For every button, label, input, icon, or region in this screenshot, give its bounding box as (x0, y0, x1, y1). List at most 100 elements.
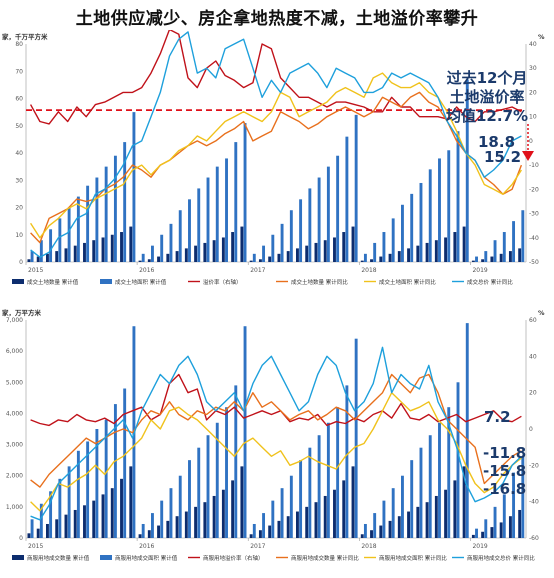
bar-1-36 (363, 523, 367, 538)
bar-0-29 (296, 511, 299, 538)
bar-1-28 (289, 475, 293, 538)
bar-1-5 (76, 450, 80, 538)
bar-1-16 (178, 475, 182, 538)
bar-0-0 (27, 533, 31, 538)
bar-0-6 (83, 242, 86, 262)
right-tick-label-6: 10 (529, 114, 537, 121)
bar-0-7 (92, 240, 96, 262)
bar-1-21 (225, 158, 228, 262)
bar-0-50 (490, 256, 494, 262)
bar-0-40 (397, 251, 401, 262)
right-tick-label-4: -10 (529, 162, 539, 169)
bar-0-1 (36, 528, 40, 538)
bar-0-19 (203, 502, 207, 538)
bar-1-37 (373, 242, 377, 262)
bar-0-2 (46, 523, 49, 538)
bar-1-21 (225, 407, 228, 538)
value-label-minus-11-8: -11.8 (483, 444, 526, 462)
x-tick-label-0: 2015 (28, 267, 43, 274)
bar-0-9 (110, 234, 114, 262)
bar-1-50 (493, 506, 497, 538)
value-label-15-2: 15.2 (484, 148, 521, 166)
bar-1-41 (410, 193, 414, 262)
right-tick-label-2: -30 (529, 211, 539, 218)
bar-0-46 (453, 232, 457, 262)
bar-1-39 (391, 218, 395, 262)
legend-swatch-1 (100, 279, 112, 284)
left-tick-label-1: 1,000 (6, 504, 23, 511)
bar-1-36 (363, 253, 367, 262)
bar-0-42 (416, 506, 420, 538)
x-tick-label-4: 2019 (472, 267, 487, 274)
bar-1-43 (428, 169, 432, 262)
bar-0-49 (481, 259, 485, 262)
bar-1-45 (447, 407, 451, 538)
series-line-3 (30, 31, 522, 258)
bar-0-33 (333, 489, 336, 538)
bar-1-1 (39, 240, 43, 262)
bar-0-45 (444, 489, 448, 538)
bar-0-14 (157, 256, 161, 262)
bar-0-5 (73, 245, 77, 262)
bar-0-11 (129, 466, 133, 538)
bar-1-26 (271, 234, 275, 262)
bar-1-51 (502, 494, 506, 538)
bar-0-41 (407, 248, 411, 262)
bar-1-46 (456, 382, 460, 538)
bar-0-36 (360, 260, 364, 262)
bar-0-16 (175, 516, 179, 538)
bar-0-42 (416, 245, 420, 262)
series-line-0 (30, 373, 522, 427)
bar-1-3 (58, 218, 62, 262)
bar-0-32 (323, 240, 327, 262)
series-line-2 (30, 391, 522, 512)
bar-1-31 (317, 177, 321, 262)
right-tick-label-2: -20 (529, 462, 539, 469)
x-tick-label-1: 2016 (139, 267, 154, 274)
bar-0-12 (138, 534, 142, 538)
bar-1-49 (484, 519, 488, 538)
x-tick-label-4: 2019 (472, 543, 487, 550)
bar-0-3 (55, 519, 59, 538)
bar-1-33 (336, 407, 340, 538)
bar-1-7 (95, 177, 99, 262)
bar-0-23 (240, 226, 244, 262)
legend-label-1: 成交土地面积 累计值 (115, 278, 167, 286)
bar-0-24 (249, 260, 253, 262)
right-tick-label-4: 20 (529, 390, 537, 397)
legend-swatch-1 (100, 555, 112, 560)
bar-1-35 (354, 114, 358, 262)
left-tick-label-5: 50 (15, 123, 23, 130)
bar-0-10 (120, 478, 123, 538)
bar-1-19 (206, 177, 210, 262)
value-label-18-8: 18.8 (478, 133, 515, 151)
right-tick-label-0: -60 (529, 535, 539, 542)
bar-0-8 (101, 237, 105, 262)
bar-1-0 (30, 519, 34, 538)
bar-0-24 (249, 534, 253, 538)
land-supply-chart: 家，千万平方米 % 0 10 20 30 40 50 60 70 80 -50 -40 -30 -20 -10… (2, 30, 545, 286)
bar-1-11 (132, 112, 136, 262)
bar-0-4 (64, 514, 68, 538)
right-tick-label-6: 60 (529, 317, 537, 324)
bar-0-23 (240, 466, 244, 538)
right-tick-label-3: -20 (529, 186, 539, 193)
bar-1-48 (475, 528, 478, 538)
bar-0-25 (258, 530, 262, 538)
bar-0-38 (379, 256, 383, 262)
bar-0-53 (518, 248, 522, 262)
bar-1-31 (317, 435, 321, 538)
bar-0-5 (73, 509, 77, 538)
bar-0-14 (157, 525, 161, 538)
bar-0-43 (425, 502, 429, 538)
bar-0-2 (46, 253, 49, 262)
bar-1-13 (151, 245, 154, 262)
bar-1-43 (428, 435, 432, 538)
legend-label-4: 成交土地面积 累计同比 (379, 278, 436, 286)
x-tick-label-3: 2018 (361, 267, 376, 274)
bar-0-16 (175, 251, 179, 262)
left-tick-label-5: 5,000 (6, 379, 23, 386)
bar-1-30 (308, 188, 312, 262)
bar-1-44 (438, 422, 441, 538)
bar-1-9 (113, 155, 117, 262)
